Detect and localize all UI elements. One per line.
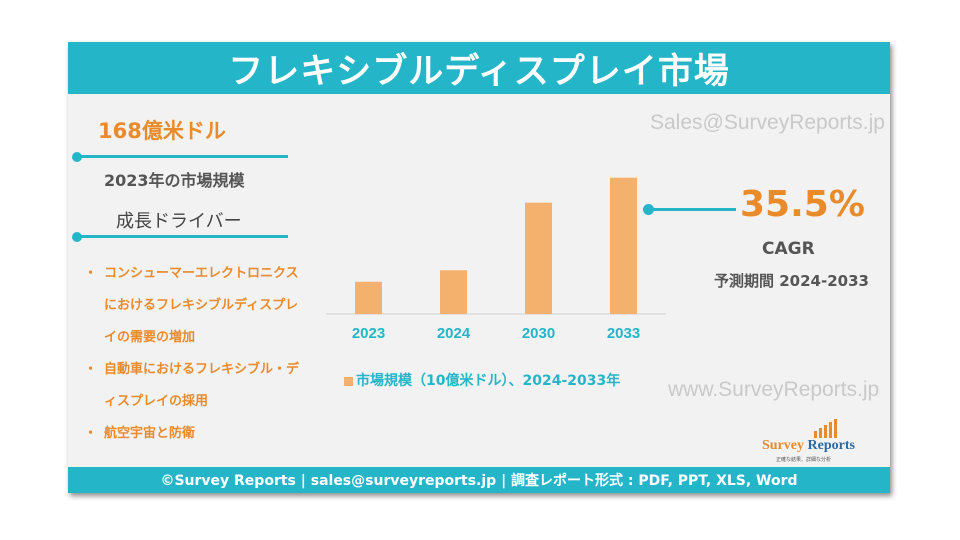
logo-bars-icon (814, 419, 837, 438)
market-size-value: 168億米ドル (98, 119, 226, 143)
chart-legend: 市場規模（10億米ドル）、2024-2033年 (344, 370, 620, 390)
watermark-email: Sales@SurveyReports.jp (650, 111, 885, 134)
cagr-label: CAGR (762, 239, 815, 259)
bar-2030 (525, 202, 552, 314)
drivers-title: 成長ドライバー (116, 211, 242, 232)
divider-line (76, 155, 288, 158)
infographic-card: フレキシブルディスプレイ市場 Sales@SurveyReports.jp ww… (68, 42, 890, 493)
footer-bar: ©Survey Reports | sales@surveyreports.jp… (68, 467, 890, 493)
bar-2023 (355, 281, 382, 314)
cagr-connector-dot (643, 204, 654, 215)
driver-item: 自動車におけるフレキシブル・ディスプレイの採用 (84, 354, 308, 418)
cagr-connector-line (650, 208, 736, 211)
market-size-label: 2023年の市場規模 (104, 171, 245, 190)
drivers-list: コンシューマーエレクトロニクスにおけるフレキシブルディスプレイの需要の増加 自動… (84, 258, 308, 450)
x-tick-label: 2024 (437, 325, 471, 342)
x-tick-label: 2023 (352, 325, 385, 342)
cagr-value: 35.5% (740, 184, 865, 225)
logo-tagline: 正確な結果、詳細な分析 (776, 457, 832, 463)
logo-text: Survey Reports (762, 438, 855, 454)
legend-label: 市場規模（10億米ドル）、2024-2033年 (356, 373, 621, 389)
watermark-site: www.SurveyReports.jp (668, 378, 880, 401)
survey-reports-logo: Survey Reports 正確な結果、詳細な分析 (762, 416, 882, 463)
driver-item: コンシューマーエレクトロニクスにおけるフレキシブルディスプレイの需要の増加 (84, 258, 308, 354)
logo-name-part2: Reports (807, 438, 855, 453)
bar-2033 (610, 177, 637, 314)
x-tick-label: 2030 (522, 325, 555, 342)
x-tick-label: 2033 (607, 325, 640, 342)
driver-item: 航空宇宙と防衛 (84, 418, 308, 450)
legend-swatch (344, 376, 353, 386)
market-bar-chart: 2023 2024 2030 2033 (326, 177, 666, 342)
bar-2024 (440, 270, 467, 314)
page-title: フレキシブルディスプレイ市場 (68, 42, 890, 94)
forecast-period: 予測期間 2024-2033 (714, 272, 869, 290)
logo-name-part1: Survey (762, 438, 804, 453)
divider-line (76, 235, 288, 238)
